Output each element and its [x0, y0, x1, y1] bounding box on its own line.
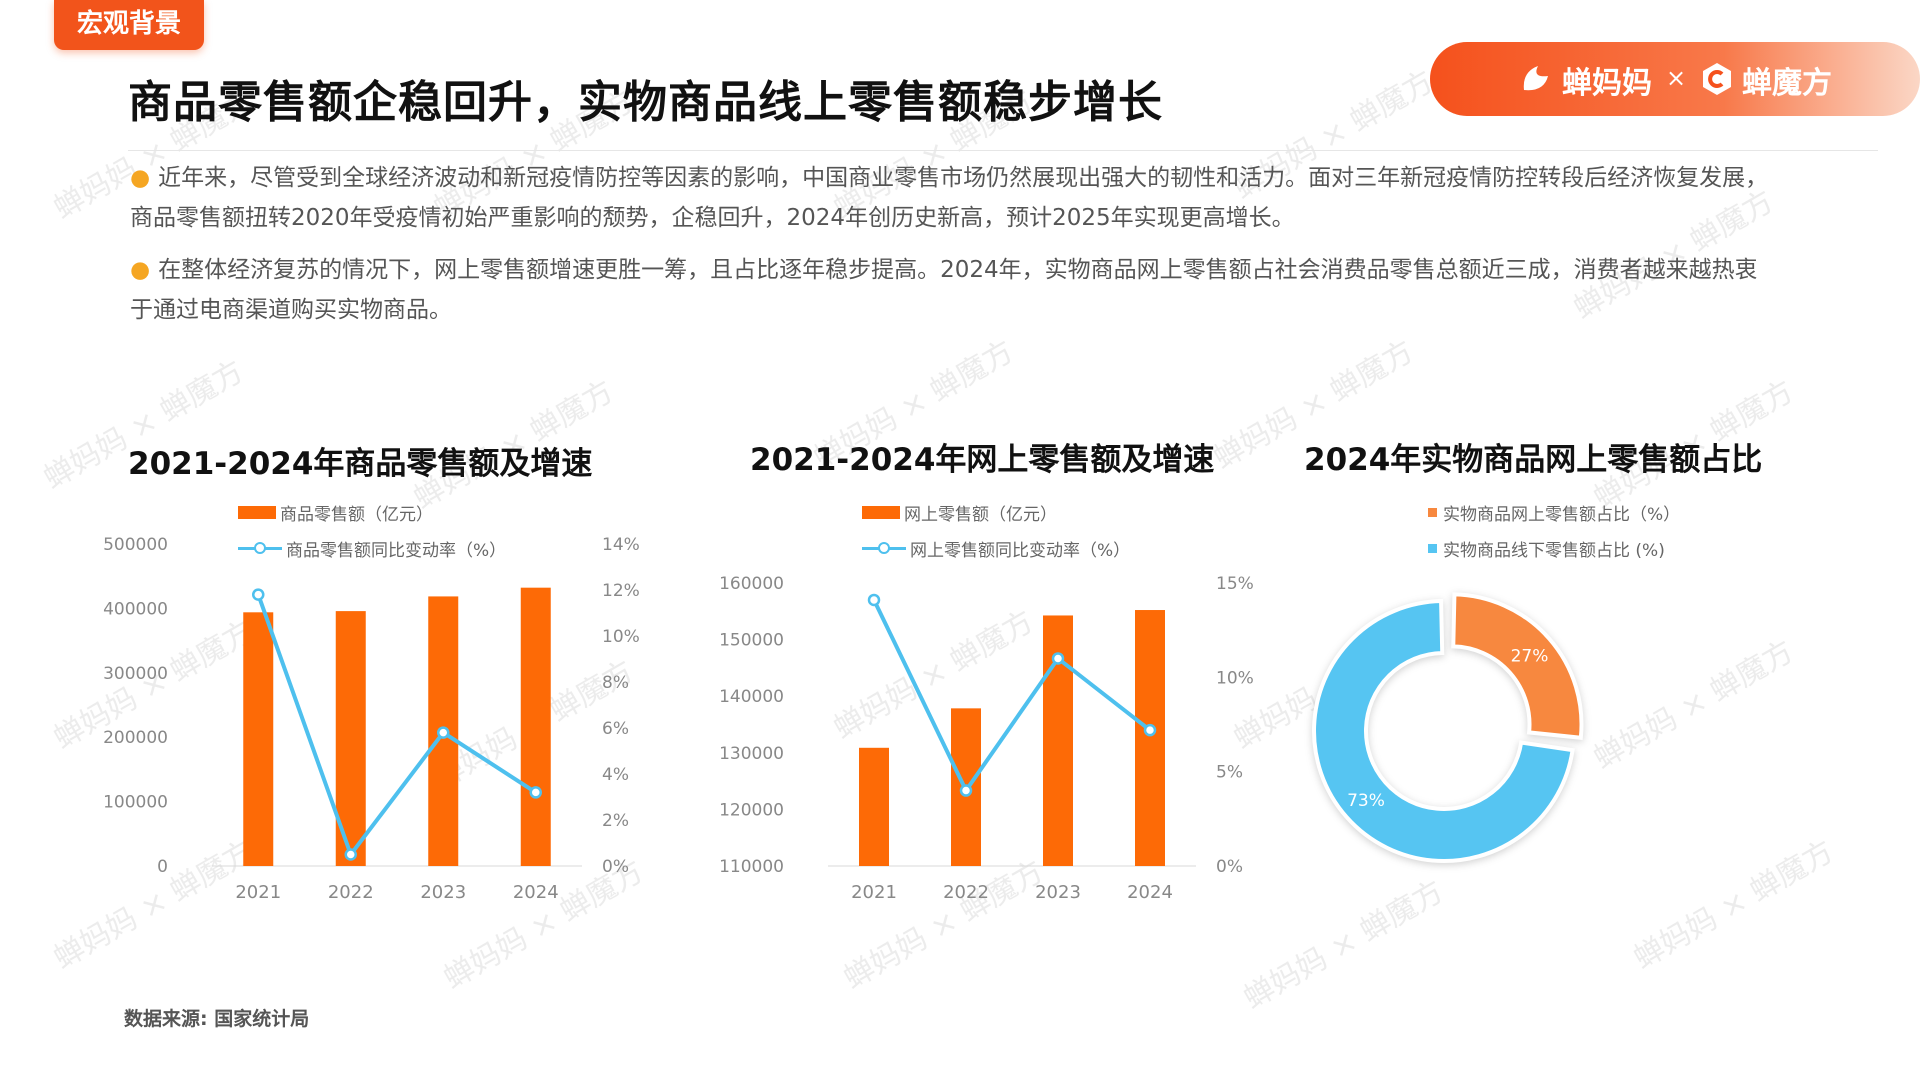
- y-left-tick-label: 300000: [103, 664, 168, 684]
- growth-point-2022: [344, 848, 357, 861]
- growth-point-2021: [252, 588, 265, 601]
- y-left-tick-label: 0: [157, 857, 168, 877]
- bar-2024: [1135, 610, 1165, 866]
- section-tag: 宏观背景: [54, 0, 204, 50]
- y-left-tick-label: 120000: [719, 800, 784, 820]
- y-right-tick-label: 6%: [602, 719, 629, 739]
- growth-rate-line: [872, 599, 1152, 795]
- chart3-legend: 实物商品网上零售额占比（%） 实物商品线下零售额占比 (%): [1428, 494, 1680, 566]
- brand-name-1: 蝉妈妈: [1562, 66, 1652, 101]
- legend-line-swatch: [238, 542, 282, 554]
- y-right-tick-label: 2%: [602, 811, 629, 831]
- data-source: 数据来源: 国家统计局: [124, 1008, 310, 1030]
- legend-bar-swatch: [238, 505, 276, 519]
- growth-point-2023: [1051, 652, 1065, 665]
- growth-point-2024: [1143, 723, 1157, 737]
- paw-bullet-icon: ●: [130, 257, 151, 283]
- y-right-tick-label: 0%: [602, 857, 629, 877]
- legend-item: 商品零售额（亿元）: [238, 494, 506, 530]
- y-right-tick-label: 4%: [602, 765, 629, 785]
- growth-point-2022: [959, 784, 973, 797]
- x-tick-label: 2023: [1035, 882, 1081, 903]
- header-divider: [128, 150, 1878, 151]
- chanmofang-logo-icon: [1703, 63, 1731, 95]
- paragraph-1: ● 近年来，尽管受到全球经济波动和新冠疫情防控等因素的影响，中国商业零售市场仍然展…: [130, 165, 1769, 231]
- growth-point-2021: [867, 593, 881, 607]
- brand-separator: ×: [1666, 64, 1687, 92]
- x-tick-label: 2023: [420, 882, 466, 903]
- chart1-title: 2021-2024年商品零售额及增速: [128, 446, 593, 482]
- growth-rate-line: [256, 593, 537, 859]
- y-left-tick-label: 130000: [719, 744, 784, 764]
- y-left-tick-label: 160000: [719, 574, 784, 594]
- y-right-tick-label: 0%: [1216, 857, 1243, 877]
- page-title: 商品零售额企稳回升，实物商品线上零售额稳步增长: [128, 77, 1163, 128]
- x-tick-label: 2024: [513, 882, 559, 903]
- x-tick-label: 2022: [328, 882, 374, 903]
- chart2-legend: 网上零售额（亿元） 网上零售额同比变动率（%）: [862, 494, 1130, 566]
- legend-item: 网上零售额同比变动率（%）: [862, 530, 1130, 566]
- y-left-tick-label: 200000: [103, 728, 168, 748]
- chart3-title: 2024年实物商品网上零售额占比: [1304, 442, 1763, 478]
- y-right-tick-label: 10%: [1216, 668, 1254, 688]
- donut-slice-offline: [1312, 598, 1575, 863]
- y-right-tick-label: 10%: [602, 627, 640, 647]
- y-left-tick-label: 140000: [719, 687, 784, 707]
- y-left-tick-label: 150000: [719, 631, 784, 651]
- brand-name-2: 蝉魔方: [1742, 66, 1832, 101]
- bar-2021: [859, 747, 889, 866]
- growth-point-2023: [437, 726, 450, 739]
- chanmama-logo-icon: [1523, 66, 1548, 91]
- donut-label: 27%: [1511, 647, 1549, 667]
- y-right-tick-label: 12%: [602, 581, 640, 601]
- legend-item: 网上零售额（亿元）: [862, 494, 1130, 530]
- chart1-legend: 商品零售额（亿元） 商品零售额同比变动率（%）: [238, 494, 506, 566]
- legend-online-swatch: [1428, 507, 1437, 517]
- legend-item: 实物商品网上零售额占比（%）: [1428, 494, 1680, 530]
- y-right-tick-label: 5%: [1216, 763, 1243, 783]
- growth-point-2024: [529, 786, 542, 799]
- brand-banner: 蝉妈妈 × 蝉魔方: [1430, 42, 1920, 116]
- paragraph-2: ● 在整体经济复苏的情况下，网上零售额增速更胜一筹，且占比逐年稳步提高。2024年…: [130, 257, 1758, 323]
- legend-item: 商品零售额同比变动率（%）: [238, 530, 506, 566]
- y-left-tick-label: 100000: [103, 793, 168, 813]
- x-tick-label: 2022: [943, 882, 989, 903]
- y-right-tick-label: 15%: [1216, 574, 1254, 594]
- legend-offline-swatch: [1428, 543, 1437, 553]
- legend-item: 实物商品线下零售额占比 (%): [1428, 530, 1680, 566]
- bar-2024: [520, 587, 551, 866]
- paw-bullet-icon: ●: [130, 165, 151, 191]
- donut-slice-online: [1451, 592, 1584, 740]
- x-tick-label: 2024: [1127, 882, 1173, 903]
- y-left-tick-label: 400000: [103, 599, 168, 619]
- y-left-tick-label: 110000: [719, 857, 784, 877]
- legend-line-swatch: [862, 542, 906, 554]
- chart2-title: 2021-2024年网上零售额及增速: [750, 442, 1215, 478]
- y-right-tick-label: 14%: [602, 535, 640, 555]
- x-tick-label: 2021: [235, 882, 281, 903]
- donut-label: 73%: [1347, 791, 1385, 811]
- y-right-tick-label: 8%: [602, 673, 629, 693]
- x-tick-label: 2021: [851, 882, 897, 903]
- y-left-tick-label: 500000: [103, 535, 168, 555]
- bar-2021: [243, 612, 274, 866]
- legend-bar-swatch: [862, 505, 900, 519]
